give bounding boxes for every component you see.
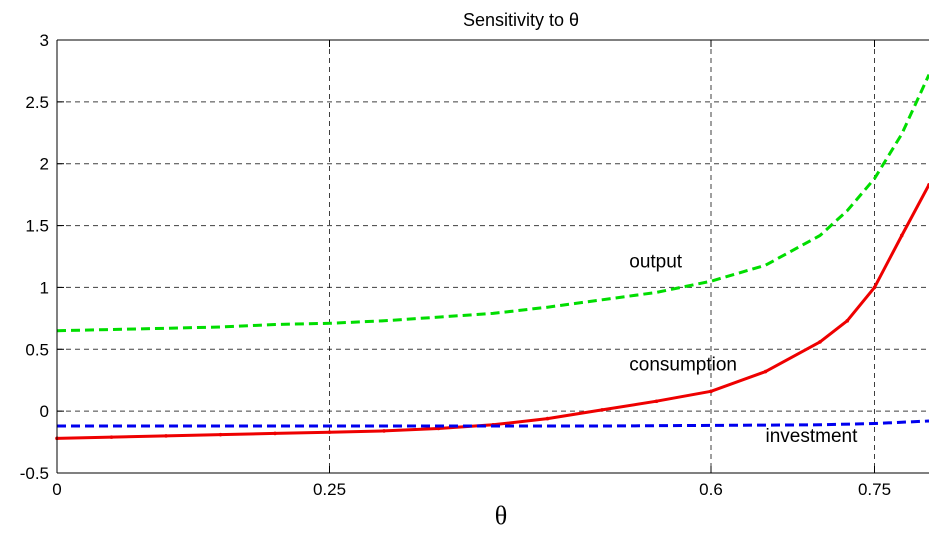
data-point-consumption [273,431,277,436]
data-point-consumption [600,408,604,412]
data-point-consumption [818,340,822,344]
grid [57,40,929,473]
y-tick-label: 0.5 [25,340,49,359]
y-tick-label: 1 [40,278,49,297]
data-point-consumption [654,399,659,404]
data-point-consumption [545,416,550,421]
annotation-output: output [629,252,683,273]
y-tick-label: 2.5 [25,93,49,112]
data-point-consumption [763,369,768,374]
series-line-investment [57,419,929,428]
annotation-investment: investment [766,426,859,447]
data-point-consumption [436,426,441,431]
annotation-consumption: consumption [629,354,737,375]
data-point-consumption [709,389,713,394]
data-point-consumption [845,319,850,323]
plot-area [57,40,929,473]
x-tick-label: 0.25 [313,480,346,499]
data-point-consumption [109,435,114,439]
data-point-consumption [327,430,332,434]
x-tick-label: 0 [52,480,61,499]
data-point-consumption [164,434,168,438]
data-point-consumption [382,429,386,433]
x-tick-label: 0.6 [699,480,723,499]
y-tick-label: -0.5 [20,464,49,483]
series-line-output [56,73,929,333]
chart-title: Sensitivity to θ [463,10,579,30]
data-point-consumption [218,432,223,437]
x-tick-label: 0.75 [858,480,891,499]
y-tick-label: 3 [40,31,49,50]
x-axis-label: θ [495,501,507,530]
data-point-consumption [899,233,904,238]
data-point-consumption [872,285,877,290]
y-tick-label: 2 [40,155,49,174]
y-tick-label: 1.5 [25,217,49,236]
y-tick-label: 0 [40,402,49,421]
